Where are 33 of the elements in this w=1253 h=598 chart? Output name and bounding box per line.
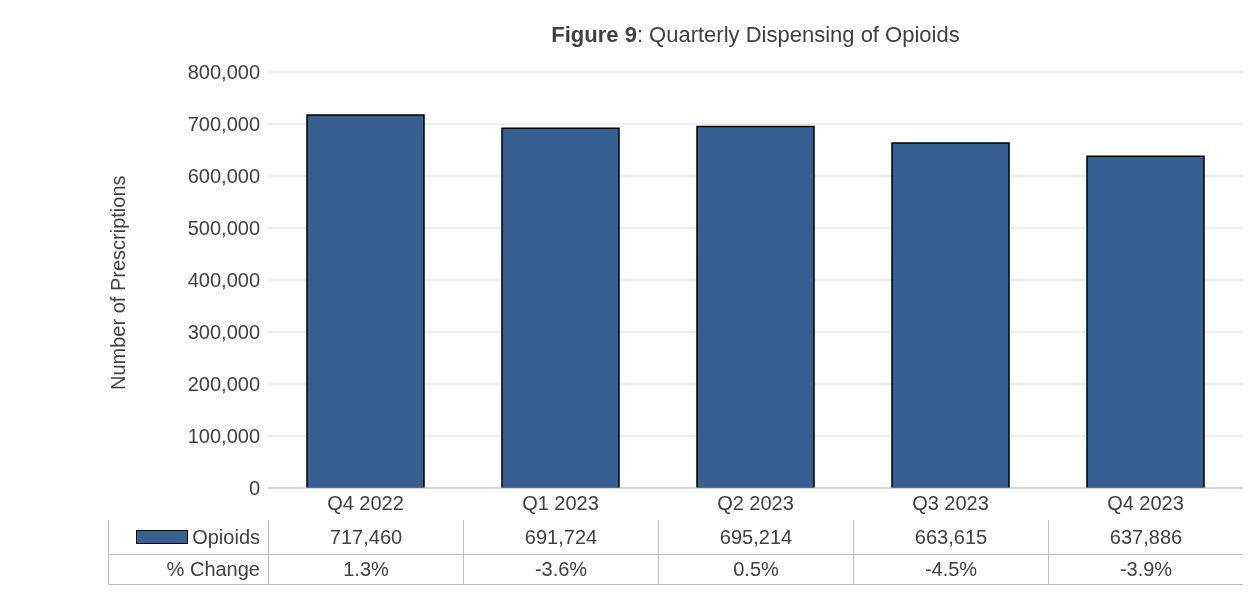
y-tick-label: 700,000	[187, 113, 260, 136]
text: 1.3%	[268, 555, 463, 585]
y-tick-label: 600,000	[187, 165, 260, 188]
chart-title: Figure 9: Quarterly Dispensing of Opioids	[550, 22, 961, 48]
bar	[696, 125, 815, 488]
data-label: 695,214	[658, 520, 853, 555]
bar	[891, 142, 1010, 488]
y-tick-label: 800,000	[187, 61, 260, 84]
text: -3.9%	[1048, 555, 1243, 585]
text: 0.5%	[658, 555, 853, 585]
bar	[306, 114, 425, 488]
y-axis-title: Number of Prescriptions	[107, 175, 130, 390]
text: % Change	[108, 555, 268, 585]
y-tick-label: 500,000	[187, 217, 260, 240]
x-tick-label: Q3 2023	[912, 492, 989, 515]
text: -4.5%	[853, 555, 1048, 585]
x-tick-label: Q4 2022	[327, 492, 404, 515]
data-label: 663,615	[853, 520, 1048, 555]
y-tick-label: 300,000	[187, 321, 260, 344]
y-tick-label: 200,000	[187, 373, 260, 396]
x-tick-label: Q1 2023	[522, 492, 599, 515]
x-tick-label: Q4 2023	[1107, 492, 1184, 515]
legend-label: Opioids	[108, 520, 268, 555]
y-tick-label: 0	[248, 477, 260, 500]
bar	[501, 127, 620, 488]
bar	[1086, 155, 1205, 488]
y-tick-label: 400,000	[187, 269, 260, 292]
text: -3.6%	[463, 555, 658, 585]
y-tick-label: 100,000	[187, 425, 260, 448]
data-label: 717,460	[268, 520, 463, 555]
data-label: 637,886	[1048, 520, 1243, 555]
data-label: 691,724	[463, 520, 658, 555]
x-tick-label: Q2 2023	[717, 492, 794, 515]
